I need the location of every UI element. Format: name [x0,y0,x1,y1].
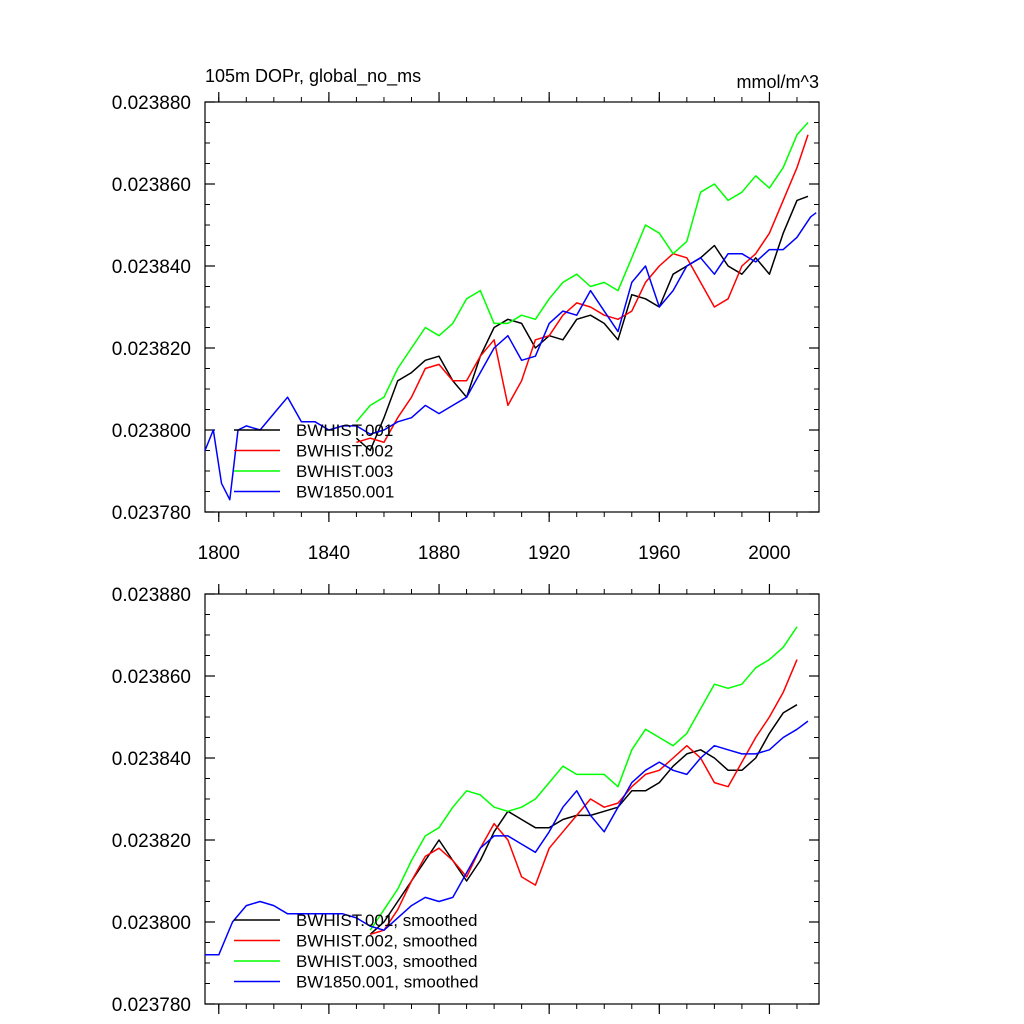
bottom-y-tick-label: 0.023780 [112,995,191,1016]
top-y-tick-label: 0.023820 [112,339,191,360]
bottom-series-line-1 [369,704,798,935]
top-x-tick-label: 1840 [308,543,350,564]
bottom-series-line-2 [369,659,798,936]
top-title-right: mmol/m^3 [737,72,819,92]
top-legend-label: BW1850.001 [296,483,394,502]
top-legend-label: BWHIST.002 [296,442,393,461]
bottom-y-tick-label: 0.023880 [112,585,191,606]
bottom-series-line-3 [369,626,798,931]
top-y-tick-label: 0.023800 [112,421,191,442]
top-x-tick-label: 1920 [528,543,570,564]
top-axis-ticks: 0.023780 0.023800 0.023820 0.023840 0.023860… [112,92,819,564]
top-series-line-1 [355,195,809,452]
bottom-y-tick-label: 0.023820 [112,831,191,852]
top-y-tick-label: 0.023880 [112,93,191,114]
top-legend-label: BWHIST.001 [296,421,393,440]
bottom-y-tick-label: 0.023860 [112,667,191,688]
bottom-legend-label: BWHIST.003, smoothed [296,952,477,971]
top-x-tick-label: 2000 [748,543,790,564]
bottom-legend: BWHIST.001, smoothed BWHIST.002, smoothed… [234,911,478,992]
top-y-tick-label: 0.023860 [112,175,191,196]
bottom-series-line-4 [205,720,809,956]
top-x-tick-label: 1800 [198,543,240,564]
top-x-tick-label: 1880 [418,543,460,564]
bottom-axis-ticks: 0.023780 0.023800 0.023820 0.023840 0.023860… [112,584,819,1016]
bottom-y-tick-label: 0.023840 [112,749,191,770]
top-title-left: 105m DOPr, global_no_ms [205,66,421,87]
top-series-line-3 [355,122,809,423]
top-legend-label: BWHIST.003 [296,462,393,481]
top-x-tick-label: 1960 [638,543,680,564]
bottom-y-tick-label: 0.023800 [112,913,191,934]
bottom-legend-label: BWHIST.001, smoothed [296,911,477,930]
bottom-legend-label: BWHIST.002, smoothed [296,932,477,951]
bottom-legend-label: BW1850.001, smoothed [296,973,478,992]
top-series-line-2 [356,134,809,444]
top-series-group [204,122,817,501]
bottom-series-group [205,626,809,956]
top-y-tick-label: 0.023840 [112,257,191,278]
top-series-line-4 [204,212,817,501]
top-y-tick-label: 0.023780 [112,503,191,524]
